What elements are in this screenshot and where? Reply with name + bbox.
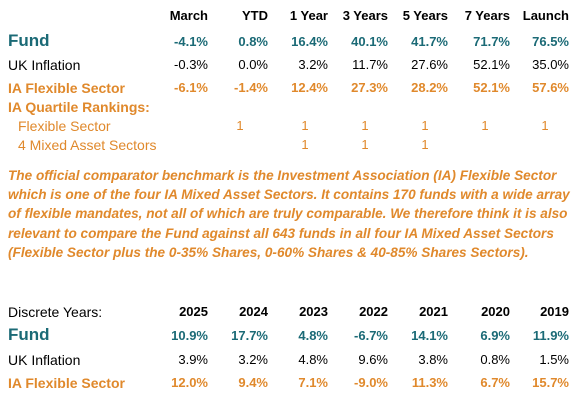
cell-value: 1 (236, 118, 244, 133)
cell-value: 35.0% (532, 57, 569, 72)
row-label-uk-inflation: UK Inflation (8, 57, 81, 73)
row-label-fund: Fund (8, 31, 50, 50)
header-year: 2021 (419, 304, 448, 319)
table-row: UK Inflation -0.3% 0.0% 3.2% 11.7% 27.6%… (0, 57, 577, 79)
cell-value: 1.5% (539, 352, 569, 367)
cell-value: 11.3% (411, 375, 448, 390)
cell-value: 6.9% (480, 328, 510, 343)
cell-value: 52.1% (473, 57, 510, 72)
cell-value: 27.6% (411, 57, 448, 72)
cell-value: -1.4% (234, 80, 268, 95)
cell-value: 1 (541, 118, 549, 133)
cell-value: 10.9% (171, 328, 208, 343)
quartile-title-row: IA Quartile Rankings: (0, 99, 577, 121)
cell-value: -6.1% (174, 80, 208, 95)
cell-value: 27.3% (351, 80, 388, 95)
cell-value: -0.3% (174, 57, 208, 72)
header-year: 2019 (540, 304, 569, 319)
header-3-years: 3 Years (342, 8, 388, 23)
cell-value: 16.4% (291, 34, 328, 49)
cell-value: 1 (361, 137, 369, 152)
benchmark-note: The official comparator benchmark is the… (8, 168, 570, 260)
header-year: 2025 (179, 304, 208, 319)
cell-value: 71.7% (473, 34, 510, 49)
cell-value: 0.8% (238, 34, 268, 49)
table-row: UK Inflation 3.9% 3.2% 4.8% 9.6% 3.8% 0.… (0, 352, 577, 374)
cell-value: -4.1% (174, 34, 208, 49)
cell-value: 52.1% (473, 80, 510, 95)
cell-value: 28.2% (411, 80, 448, 95)
cell-value: 41.7% (411, 34, 448, 49)
cell-value: 1 (421, 118, 429, 133)
row-label-ia-flexible-sector: IA Flexible Sector (8, 375, 125, 391)
cell-value: 1 (361, 118, 369, 133)
row-label-fund: Fund (8, 325, 50, 344)
header-launch: Launch (522, 8, 569, 23)
cell-value: 17.7% (231, 328, 268, 343)
header-7-years: 7 Years (464, 8, 510, 23)
header-ytd: YTD (242, 8, 268, 23)
cell-value: 14.1% (411, 328, 448, 343)
cell-value: 57.6% (532, 80, 569, 95)
cell-value: 12.4% (291, 80, 328, 95)
cell-value: 15.7% (532, 375, 569, 390)
cumulative-header-row: March YTD 1 Year 3 Years 5 Years 7 Years… (0, 8, 577, 30)
table-row: Fund -4.1% 0.8% 16.4% 40.1% 41.7% 71.7% … (0, 31, 577, 56)
cell-value: 1 (301, 118, 309, 133)
header-year: 2024 (239, 304, 268, 319)
cell-value: 40.1% (351, 34, 388, 49)
table-row: IA Flexible Sector -6.1% -1.4% 12.4% 27.… (0, 80, 577, 102)
header-year: 2023 (299, 304, 328, 319)
cell-value: 0.0% (238, 57, 268, 72)
cell-value: 0.8% (480, 352, 510, 367)
discrete-title: Discrete Years: (8, 304, 103, 320)
table-row: Flexible Sector 1 1 1 1 1 1 (0, 118, 577, 140)
cell-value: 4.8% (298, 328, 328, 343)
cell-value: 6.7% (480, 375, 510, 390)
header-year: 2020 (481, 304, 510, 319)
row-label-flexible-sector: Flexible Sector (18, 118, 111, 134)
quartile-title: IA Quartile Rankings: (8, 99, 150, 115)
table-row: IA Flexible Sector 12.0% 9.4% 7.1% -9.0%… (0, 375, 577, 397)
header-march: March (169, 8, 208, 23)
table-row: Fund 10.9% 17.7% 4.8% -6.7% 14.1% 6.9% 1… (0, 325, 577, 350)
cell-value: 7.1% (298, 375, 328, 390)
header-5-years: 5 Years (402, 8, 448, 23)
header-1-year: 1 Year (289, 8, 328, 23)
table-row: 4 Mixed Asset Sectors 1 1 1 (0, 137, 577, 159)
row-label-4-mixed-asset-sectors: 4 Mixed Asset Sectors (18, 137, 157, 153)
cell-value: 4.8% (298, 352, 328, 367)
cell-value: 1 (301, 137, 309, 152)
cell-value: 3.8% (418, 352, 448, 367)
cell-value: 9.6% (358, 352, 388, 367)
cell-value: -6.7% (354, 328, 388, 343)
cell-value: 76.5% (532, 34, 569, 49)
cell-value: -9.0% (354, 375, 388, 390)
discrete-header-row: Discrete Years: 2025 2024 2023 2022 2021… (0, 304, 577, 326)
cell-value: 3.2% (298, 57, 328, 72)
cell-value: 12.0% (171, 375, 208, 390)
cell-value: 1 (481, 118, 489, 133)
cell-value: 3.2% (238, 352, 268, 367)
cell-value: 11.7% (352, 57, 388, 72)
cell-value: 1 (421, 137, 429, 152)
row-label-ia-flexible-sector: IA Flexible Sector (8, 80, 125, 96)
row-label-uk-inflation: UK Inflation (8, 352, 81, 368)
header-year: 2022 (359, 304, 388, 319)
cell-value: 9.4% (238, 375, 268, 390)
cell-value: 11.9% (532, 328, 569, 343)
cell-value: 3.9% (178, 352, 208, 367)
